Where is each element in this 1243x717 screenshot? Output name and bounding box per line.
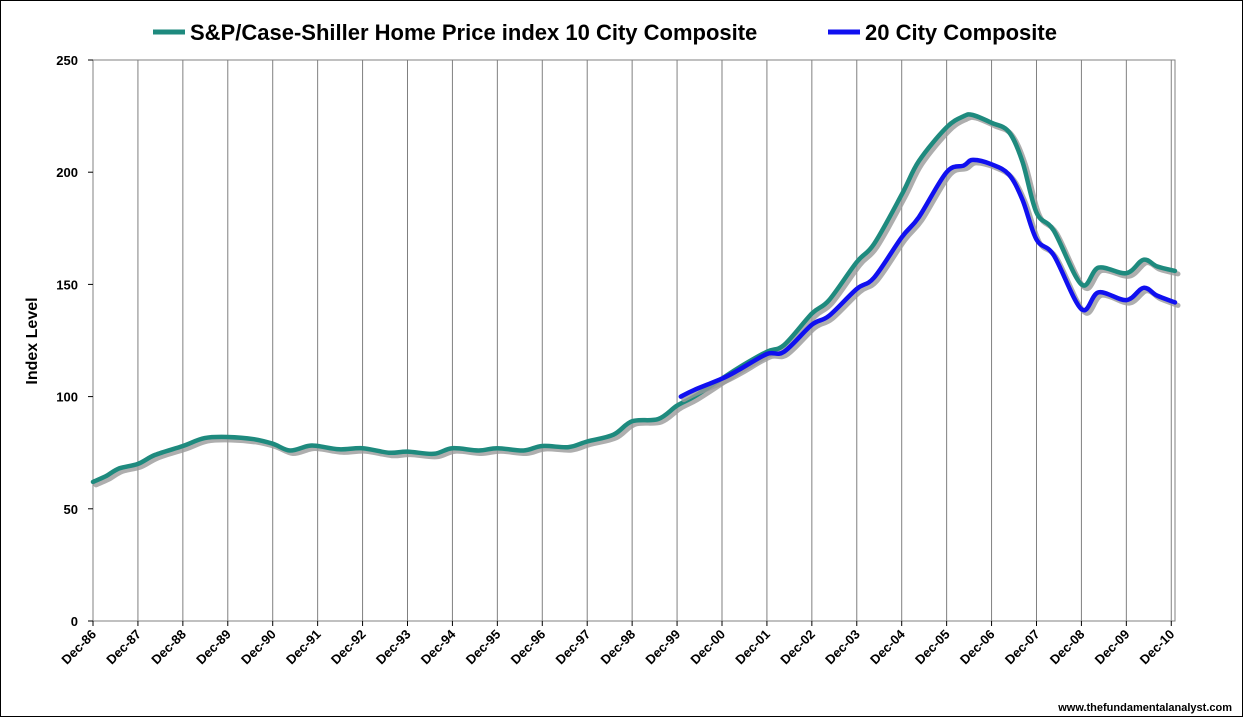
series-layer	[90, 112, 1181, 488]
y-axis-title: Index Level	[24, 297, 41, 384]
vertical-gridlines	[137, 60, 1172, 621]
y-tick-label: 150	[56, 277, 78, 292]
series-line	[90, 112, 1178, 485]
series-line	[678, 157, 1178, 399]
source-credit: www.thefundamentalanalyst.com	[1057, 702, 1232, 714]
legend-label-20-city: 20 City Composite	[865, 20, 1057, 45]
series-10-city	[90, 112, 1181, 488]
y-tick-label: 250	[56, 53, 78, 68]
series-20-city	[678, 157, 1181, 403]
legend: S&P/Case-Shiller Home Price index 10 Cit…	[153, 20, 1057, 45]
legend-label-10-city: S&P/Case-Shiller Home Price index 10 Cit…	[190, 20, 757, 45]
y-tick-label: 200	[56, 165, 78, 180]
y-tick-label: 50	[64, 502, 78, 517]
plot-area-border	[92, 59, 1176, 622]
series-line-shadow	[681, 160, 1181, 403]
y-axis-ticks: 0 50 100 150 200 250	[56, 53, 93, 629]
y-tick-label: 100	[56, 390, 78, 405]
y-tick-label: 0	[71, 614, 78, 629]
